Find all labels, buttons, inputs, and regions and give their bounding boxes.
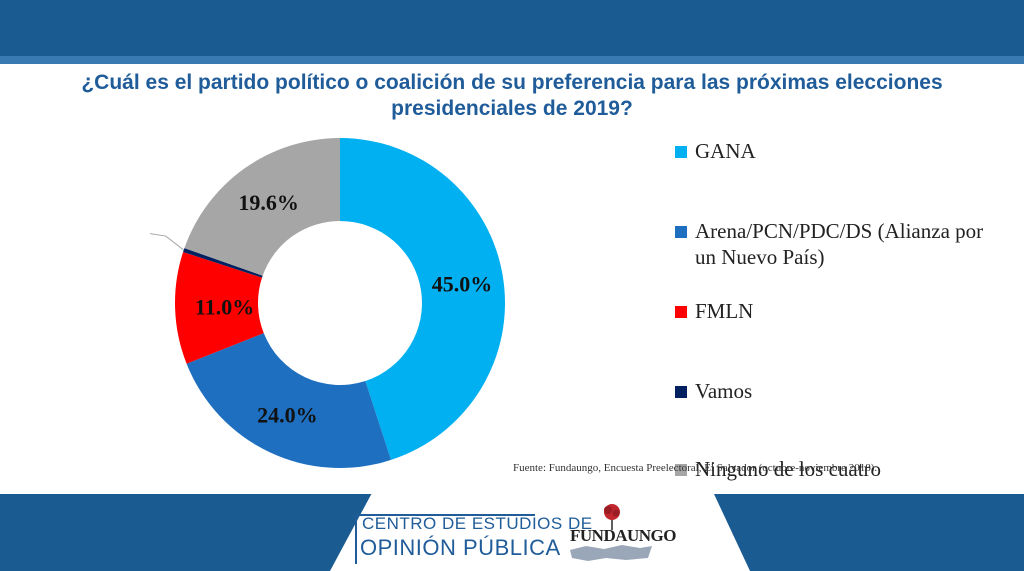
header-band (0, 0, 1024, 56)
donut-slice-gana (340, 138, 505, 460)
legend-swatch-fmln (675, 306, 687, 318)
data-label-ninguno: 19.6% (238, 190, 299, 215)
source-note: Fuente: Fundaungo, Encuesta Preelectoral… (513, 462, 878, 474)
data-label-arena: 24.0% (257, 403, 318, 428)
legend-label-vamos: Vamos (695, 379, 753, 403)
legend-label-gana: GANA (695, 139, 756, 163)
legend-label-arena: Arena/PCN/PDC/DS (Alianza por un Nuevo P… (695, 219, 984, 269)
logo-text: FUNDAUNGO (570, 526, 677, 545)
header-rule (0, 56, 1024, 64)
donut-chart: 45.0%24.0%11.0%19.6%0.4% (150, 138, 505, 468)
data-label-fmln: 11.0% (195, 295, 254, 320)
donut-slice-vamos (183, 248, 263, 278)
org-name-line2: OPINIÓN PÚBLICA (360, 535, 561, 560)
legend-swatch-arena (675, 226, 687, 238)
legend-swatch-ninguno (675, 464, 687, 476)
rose-icon (570, 504, 652, 561)
donut-slice-ninguno (184, 138, 340, 276)
leader-line-vamos (150, 233, 185, 251)
data-label-gana: 45.0% (432, 272, 493, 297)
org-name-line1: CENTRO DE ESTUDIOS DE (362, 514, 593, 533)
chart-title: ¿Cuál es el partido político o coalición… (81, 71, 943, 120)
legend-swatch-gana (675, 146, 687, 158)
fundaungo-logo: FUNDAUNGO (566, 500, 677, 566)
legend-swatch-vamos (675, 386, 687, 398)
footer-panel-left (330, 494, 560, 571)
org-bracket (355, 514, 535, 564)
legend-label-fmln: FMLN (695, 299, 754, 323)
donut-slice-arena (186, 333, 391, 468)
donut-slice-fmln (175, 252, 264, 364)
legend-label-ninguno: Ninguno de los cuatro (695, 457, 882, 481)
